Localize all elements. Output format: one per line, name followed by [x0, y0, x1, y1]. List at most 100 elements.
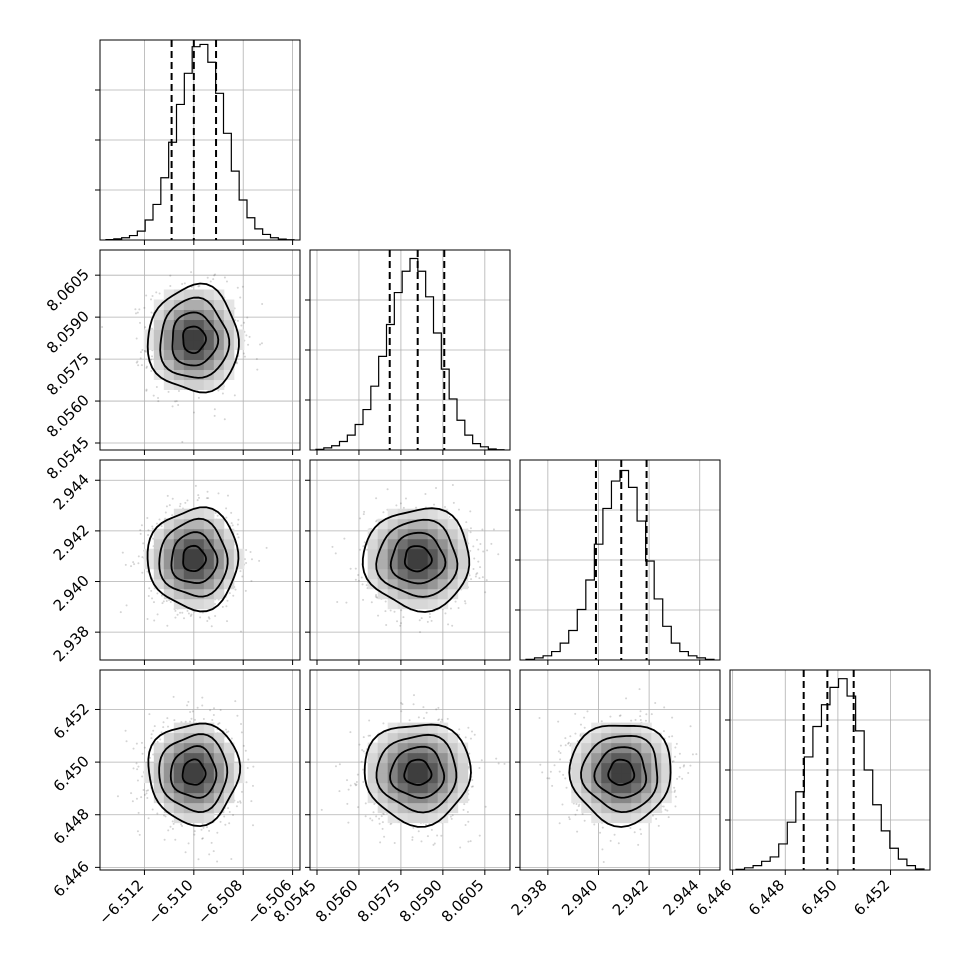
scatter-point: [153, 619, 156, 622]
scatter-point: [469, 531, 472, 534]
scatter-point: [236, 533, 239, 536]
scatter-point: [490, 542, 493, 545]
density-cell: [163, 802, 175, 814]
density-cell: [163, 329, 175, 341]
scatter-point: [131, 800, 134, 803]
scatter-point: [135, 337, 138, 340]
scatter-point: [201, 696, 204, 699]
scatter-point: [208, 617, 211, 620]
scatter-point: [237, 518, 240, 521]
scatter-point: [213, 707, 216, 710]
scatter-point: [150, 589, 153, 592]
scatter-point: [130, 792, 133, 795]
scatter-point: [484, 805, 487, 808]
scatter-point: [193, 830, 196, 833]
scatter-point: [150, 737, 153, 740]
scatter-point: [231, 524, 234, 527]
scatter-point: [138, 833, 141, 836]
scatter-point: [241, 285, 244, 288]
density-cell: [203, 792, 215, 804]
scatter-point: [428, 615, 431, 618]
density-cell: [223, 299, 235, 311]
scatter-point: [447, 623, 450, 626]
scatter-point: [212, 278, 215, 281]
scatter-point: [346, 779, 349, 782]
scatter-point: [130, 565, 133, 568]
scatter-point: [433, 503, 436, 506]
scatter-point: [168, 504, 171, 507]
scatter-point: [201, 704, 204, 707]
density-cell: [203, 598, 215, 610]
density-cell: [193, 578, 205, 590]
density-cell: [203, 339, 215, 351]
density-cell: [203, 568, 215, 580]
density-cell: [163, 772, 175, 784]
scatter-point: [399, 624, 402, 627]
scatter-point: [197, 285, 200, 288]
scatter-point: [336, 601, 339, 604]
density-cell: [183, 319, 195, 331]
scatter-point: [141, 571, 144, 574]
scatter-point: [449, 607, 452, 610]
scatter-point: [136, 830, 139, 833]
scatter-point: [158, 292, 161, 295]
scatter-point: [223, 276, 226, 279]
y-tick-label: 6.452: [50, 700, 93, 743]
scatter-point: [210, 625, 213, 628]
scatter-point: [428, 613, 431, 616]
scatter-point: [430, 828, 433, 831]
density-cell: [223, 548, 235, 560]
scatter-point: [353, 782, 356, 785]
scatter-point: [150, 733, 153, 736]
scatter-point: [151, 327, 154, 330]
density-cell: [183, 518, 195, 530]
scatter-point: [226, 620, 229, 623]
scatter-point: [162, 600, 165, 603]
density-cell: [407, 548, 419, 560]
scatter-point: [240, 324, 243, 327]
density-cell: [437, 588, 449, 600]
scatter-point: [213, 408, 216, 411]
density-cell: [143, 558, 155, 570]
scatter-point: [212, 714, 215, 717]
density-cell: [193, 329, 205, 341]
scatter-point: [230, 858, 233, 861]
scatter-point: [246, 766, 249, 769]
density-cell: [213, 359, 225, 371]
density-cell: [213, 349, 225, 361]
scatter-point: [362, 598, 365, 601]
scatter-point: [256, 368, 259, 371]
scatter-point: [145, 365, 148, 368]
scatter-point: [228, 592, 231, 595]
scatter-point: [469, 840, 472, 843]
scatter-point: [360, 576, 363, 579]
density-cell: [377, 558, 389, 570]
scatter-point: [151, 525, 154, 528]
scatter-point: [437, 706, 440, 709]
scatter-point: [196, 706, 199, 709]
scatter-point: [241, 575, 244, 578]
scatter-point: [383, 835, 386, 838]
density-cell: [173, 548, 185, 560]
scatter-point: [477, 560, 480, 563]
density-cell: [173, 359, 185, 371]
scatter-point: [467, 726, 470, 729]
contour-line: [158, 517, 229, 598]
scatter-point: [227, 807, 230, 810]
scatter-point: [167, 390, 170, 393]
scatter-point: [471, 785, 474, 788]
scatter-point: [151, 527, 154, 530]
density-cell: [203, 518, 215, 530]
scatter-point: [354, 567, 357, 570]
scatter-point: [166, 494, 169, 497]
scatter-point: [141, 775, 144, 778]
density-cell: [233, 558, 245, 570]
y-tick-label: 8.0605: [43, 265, 93, 315]
scatter-point: [244, 749, 247, 752]
density-cell: [223, 329, 235, 341]
contour-line: [146, 506, 240, 613]
scatter-point: [209, 709, 212, 712]
density-cell: [163, 349, 175, 361]
scatter-point: [239, 800, 242, 803]
scatter-point: [147, 817, 150, 820]
